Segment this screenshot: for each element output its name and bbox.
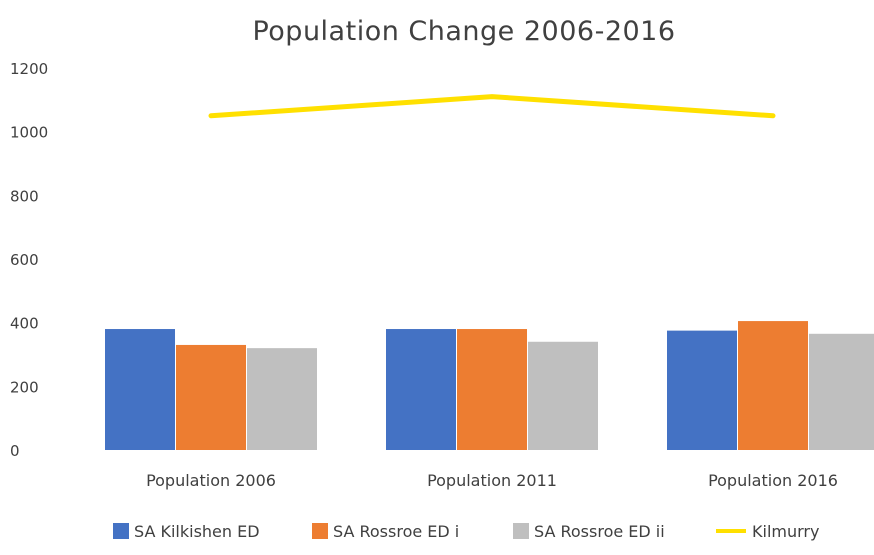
y-axis: 0 200 400 600 800 1000 1200	[10, 60, 48, 460]
legend-label-sa-rossroe-ed-i: SA Rossroe ED i	[333, 522, 459, 541]
legend-swatch-sa-kilkishen-ed	[113, 523, 129, 539]
y-tick-label: 0	[10, 442, 20, 460]
bar-sa-rossroe-ed-i-0	[176, 344, 246, 450]
legend: SA Kilkishen ED SA Rossroe ED i SA Rossroe…	[113, 522, 819, 541]
y-tick-label: 200	[10, 378, 39, 396]
line-kilmurry	[208, 94, 776, 119]
legend-swatch-sa-rossroe-ed-i	[312, 523, 328, 539]
bar-sa-rossroe-ed-ii-1	[528, 341, 598, 450]
y-tick-label: 1000	[10, 124, 48, 142]
legend-label-sa-kilkishen-ed: SA Kilkishen ED	[134, 522, 260, 541]
bar-sa-rossroe-ed-ii-2	[809, 333, 874, 450]
bar-sa-rossroe-ed-i-1	[457, 329, 527, 450]
chart-title: Population Change 2006-2016	[252, 16, 675, 47]
bar-sa-rossroe-ed-ii-0	[247, 348, 317, 450]
bar-sa-rossroe-ed-i-2	[738, 321, 808, 450]
legend-label-sa-rossroe-ed-ii: SA Rossroe ED ii	[534, 522, 665, 541]
lines	[208, 94, 776, 119]
x-tick-label: Population 2006	[146, 471, 276, 490]
legend-label-kilmurry: Kilmurry	[752, 522, 819, 541]
bar-sa-kilkishen-ed-0	[105, 329, 175, 450]
x-tick-label: Population 2011	[427, 471, 557, 490]
x-axis: Population 2006 Population 2011 Population…	[146, 471, 838, 490]
bars	[105, 321, 874, 450]
y-tick-label: 800	[10, 187, 39, 205]
y-tick-label: 1200	[10, 60, 48, 78]
y-tick-label: 600	[10, 251, 39, 269]
x-tick-label: Population 2016	[708, 471, 838, 490]
legend-swatch-sa-rossroe-ed-ii	[513, 523, 529, 539]
y-tick-label: 400	[10, 315, 39, 333]
bar-sa-kilkishen-ed-1	[386, 329, 456, 450]
bar-sa-kilkishen-ed-2	[667, 330, 737, 450]
